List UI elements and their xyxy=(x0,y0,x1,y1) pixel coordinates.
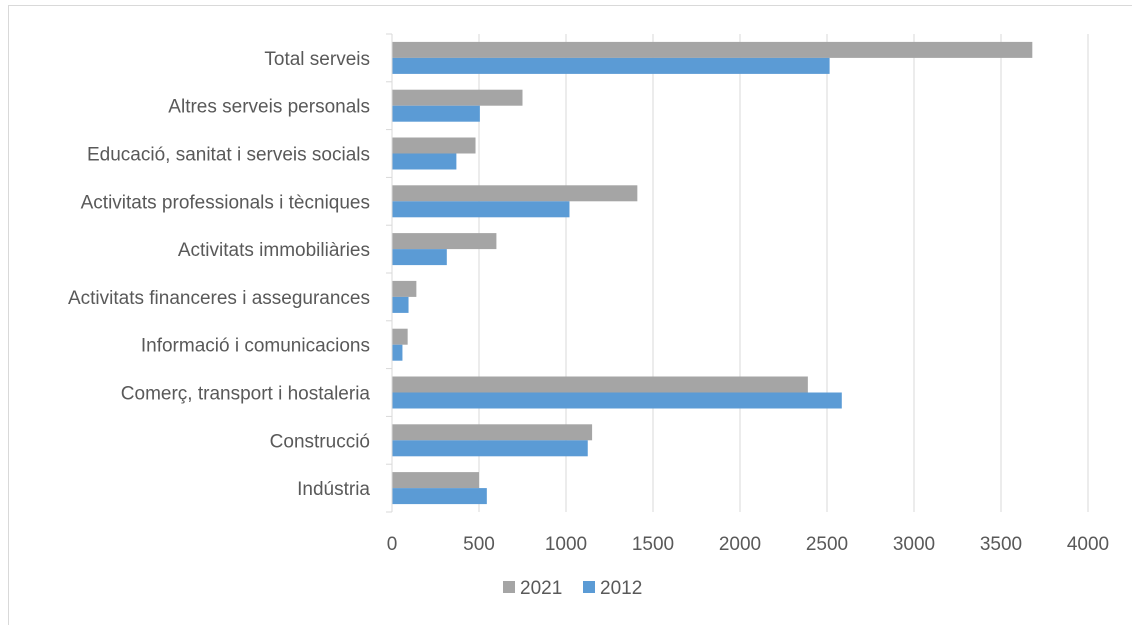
bar-2012-1 xyxy=(392,105,480,122)
category-label: Altres serveis personals xyxy=(168,97,370,118)
legend-label: 2012 xyxy=(600,578,642,599)
bar-2012-8 xyxy=(392,440,588,457)
bar-2021-0 xyxy=(392,41,1033,58)
bar-2021-2 xyxy=(392,137,476,154)
legend-label: 2021 xyxy=(520,578,562,599)
bar-2012-3 xyxy=(392,201,570,218)
bar-2012-0 xyxy=(392,57,830,74)
bar-2021-9 xyxy=(392,472,479,489)
bar-2012-5 xyxy=(392,296,409,313)
x-tick-label: 0 xyxy=(387,534,398,555)
bar-2021-6 xyxy=(392,328,408,345)
bar-2021-5 xyxy=(392,280,417,297)
bar-2012-6 xyxy=(392,344,403,361)
bar-2021-4 xyxy=(392,233,497,250)
x-tick-label: 3500 xyxy=(980,534,1022,555)
legend-swatch-2021 xyxy=(503,581,515,593)
category-label: Total serveis xyxy=(264,49,370,70)
category-label: Comerç, transport i hostaleria xyxy=(121,384,371,405)
bar-2012-4 xyxy=(392,249,447,266)
chart-area xyxy=(8,5,1132,625)
x-tick-label: 500 xyxy=(463,534,495,555)
x-tick-label: 3000 xyxy=(893,534,935,555)
x-tick-label: 2500 xyxy=(806,534,848,555)
category-label: Activitats professionals i tècniques xyxy=(81,192,370,213)
bar-2021-3 xyxy=(392,185,638,202)
x-tick-label: 4000 xyxy=(1067,534,1109,555)
x-tick-label: 1000 xyxy=(545,534,587,555)
legend-swatch-2012 xyxy=(583,581,595,593)
x-tick-label: 1500 xyxy=(632,534,674,555)
bar-2021-7 xyxy=(392,376,808,393)
bar-2021-8 xyxy=(392,424,593,441)
category-label: Educació, sanitat i serveis socials xyxy=(87,145,370,166)
category-label: Informació i comunicacions xyxy=(141,336,370,357)
bar-2012-7 xyxy=(392,392,842,409)
bar-2021-1 xyxy=(392,89,523,106)
category-label: Activitats financeres i assegurances xyxy=(68,288,370,309)
category-label: Construcció xyxy=(270,431,370,452)
x-tick-label: 2000 xyxy=(719,534,761,555)
category-label: Activitats immobiliàries xyxy=(178,240,370,261)
category-label: Indústria xyxy=(297,479,370,500)
bar-2012-2 xyxy=(392,153,457,170)
bar-2012-9 xyxy=(392,488,487,505)
